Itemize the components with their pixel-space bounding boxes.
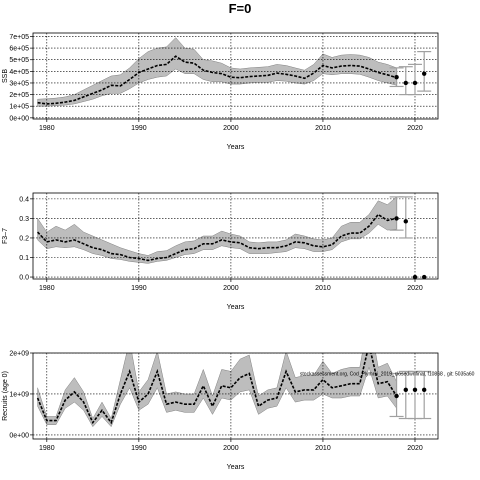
y-axis-label: F3–7 <box>2 228 9 244</box>
y-tick-label: 0.1 <box>19 255 29 262</box>
projection-point <box>403 219 408 224</box>
projection-point <box>394 216 399 221</box>
confidence-band <box>37 196 397 264</box>
projection-point <box>421 274 427 279</box>
plot-area <box>33 193 438 279</box>
median-line <box>37 213 397 262</box>
projection-point <box>403 387 408 393</box>
y-axis-label: Recruits (age 0) <box>2 371 9 421</box>
x-tick-label: 2020 <box>407 125 423 132</box>
x-tick-label: 2020 <box>407 285 423 292</box>
x-tick-label: 2010 <box>315 285 331 292</box>
projection-point <box>394 74 399 80</box>
x-axis-label: Years <box>227 304 245 311</box>
x-tick-label: 2010 <box>315 445 331 452</box>
projection-point <box>421 387 427 393</box>
plot-frame <box>32 192 439 280</box>
projection-point <box>412 80 418 86</box>
y-tick-label: 6e+05 <box>9 46 29 53</box>
y-tick-label: 0.4 <box>19 196 29 203</box>
median-line <box>37 55 397 105</box>
x-tick-label: 1990 <box>131 445 147 452</box>
x-tick-label: 2010 <box>315 125 331 132</box>
plot-frame <box>32 352 439 440</box>
x-tick-label: 1980 <box>39 285 55 292</box>
y-axis-label: SSB <box>2 69 9 83</box>
plot-area <box>33 353 438 439</box>
projection-point <box>394 393 399 399</box>
x-tick-label: 1990 <box>131 125 147 132</box>
y-tick-label: 2e+09 <box>9 351 29 358</box>
source-annotation: stockassessment.org, Cod_Plymrsi_2019_cl… <box>300 372 475 378</box>
ssb-panel: 1980 1990 2000 2010 2020 0e+00 1e+05 2e+05 3e+05… <box>2 32 439 151</box>
y-tick-label: 0.2 <box>19 235 29 242</box>
y-tick-label: 1e+05 <box>9 104 29 111</box>
y-tick-label: 7e+05 <box>9 34 29 41</box>
x-tick-label: 2020 <box>407 445 423 452</box>
y-tick-label: 0.0 <box>19 275 29 282</box>
y-tick-label: 5e+05 <box>9 57 29 64</box>
x-tick-label: 1990 <box>131 285 147 292</box>
median-line <box>36 353 398 425</box>
projection-point <box>403 80 408 86</box>
y-tick-label: 3e+05 <box>9 80 29 87</box>
y-tick-label: 2e+05 <box>9 92 29 99</box>
fishing-mortality-panel: 1980 1990 2000 2010 2020 0.0 0.1 0.2 0.3 0.4 Years… <box>2 192 439 311</box>
x-tick-label: 1980 <box>39 125 55 132</box>
plot-area <box>33 33 438 119</box>
figure-title: F=0 <box>229 1 252 16</box>
recruitment-panel: 1980 1990 2000 2010 2020 0e+00 1e+09 2e+09 Years… <box>2 351 475 472</box>
x-tick-label: 1980 <box>39 445 55 452</box>
y-tick-label: 0.3 <box>19 216 29 223</box>
x-tick-label: 2000 <box>223 125 239 132</box>
x-axis-label: Years <box>227 464 245 471</box>
x-axis-label: Years <box>227 144 245 151</box>
projection-point <box>412 387 418 393</box>
y-tick-label: 0e+00 <box>9 432 29 439</box>
y-tick-label: 4e+05 <box>9 69 29 76</box>
plot-frame <box>32 32 439 120</box>
projection-point <box>421 71 427 76</box>
x-tick-label: 2000 <box>223 285 239 292</box>
y-tick-label: 0e+00 <box>9 115 29 122</box>
y-tick-label: 1e+09 <box>9 391 29 398</box>
x-tick-label: 2000 <box>223 445 239 452</box>
projection-point <box>412 274 418 279</box>
